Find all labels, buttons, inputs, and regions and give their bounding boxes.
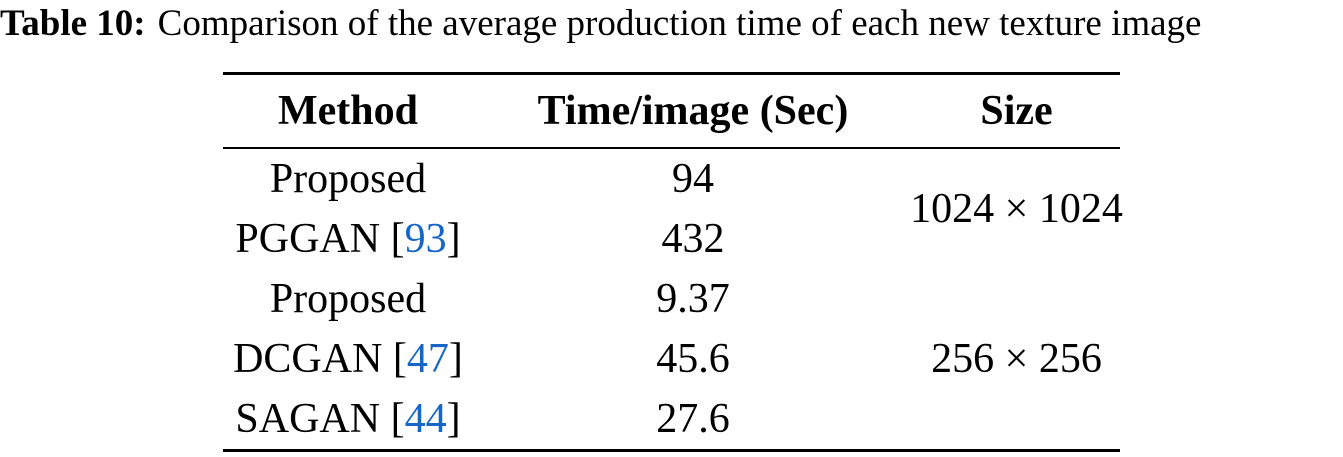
table-top-rule bbox=[223, 72, 1120, 75]
method-label-suffix: ] bbox=[448, 336, 463, 382]
results-table: Method Time/image (Sec) Size Proposed 94… bbox=[223, 72, 1123, 452]
method-label-suffix: ] bbox=[446, 216, 461, 262]
method-label: DCGAN [ bbox=[233, 336, 407, 382]
column-header-size: Size bbox=[980, 88, 1053, 134]
size-cell-256: 256 × 256 bbox=[931, 336, 1102, 382]
table-caption-label: Table 10: bbox=[0, 3, 146, 44]
time-cell: 27.6 bbox=[656, 396, 730, 442]
time-cell: 432 bbox=[661, 216, 725, 262]
citation-link[interactable]: 93 bbox=[404, 216, 447, 262]
table-caption: Table 10: Comparison of the average produ… bbox=[0, 0, 1343, 48]
method-cell: Proposed bbox=[223, 149, 473, 209]
method-cell: SAGAN [44] bbox=[223, 389, 473, 449]
method-cell: Proposed bbox=[223, 269, 473, 329]
method-cell: PGGAN [93] bbox=[223, 209, 473, 269]
table-header-row: Method Time/image (Sec) Size bbox=[223, 75, 1120, 147]
table-header-rule bbox=[223, 147, 1120, 149]
method-label: Proposed bbox=[269, 156, 427, 202]
table-body: Proposed 94 PGGAN [93] 432 Proposed 9.37… bbox=[223, 149, 1123, 449]
time-cell: 45.6 bbox=[656, 336, 730, 382]
method-cell: DCGAN [47] bbox=[223, 329, 473, 389]
table-caption-text: Comparison of the average production tim… bbox=[157, 3, 1202, 44]
citation-link[interactable]: 47 bbox=[406, 336, 449, 382]
method-label-suffix: ] bbox=[446, 396, 461, 442]
size-cell-1024: 1024 × 1024 bbox=[910, 186, 1123, 232]
table-bottom-rule bbox=[223, 449, 1120, 452]
column-header-time: Time/image (Sec) bbox=[537, 88, 849, 134]
column-header-method: Method bbox=[278, 88, 418, 134]
time-cell: 94 bbox=[672, 156, 714, 202]
method-label: PGGAN [ bbox=[235, 216, 405, 262]
method-label: SAGAN [ bbox=[235, 396, 405, 442]
time-cell: 9.37 bbox=[656, 276, 730, 322]
method-label: Proposed bbox=[269, 276, 427, 322]
citation-link[interactable]: 44 bbox=[404, 396, 447, 442]
